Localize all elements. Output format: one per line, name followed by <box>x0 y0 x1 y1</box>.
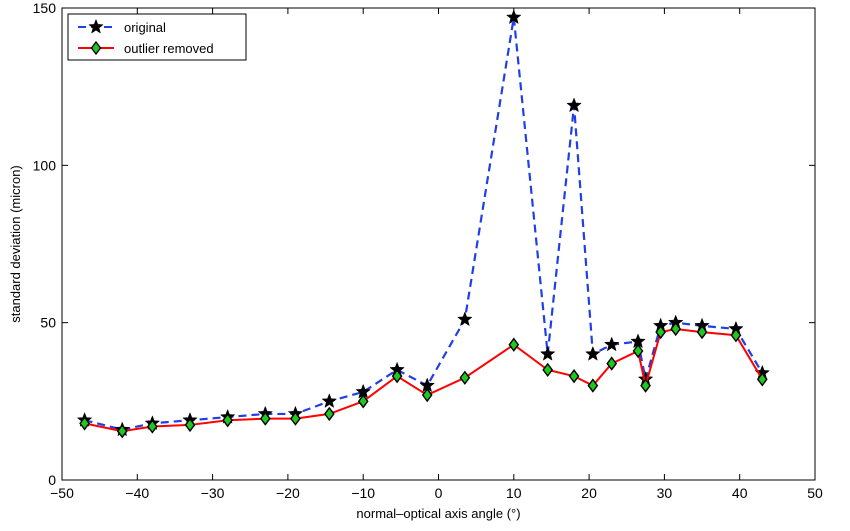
data-point <box>459 370 471 385</box>
data-point <box>457 311 473 327</box>
data-point <box>539 345 556 361</box>
legend-marker <box>88 18 104 34</box>
x-tick-label: 50 <box>807 485 823 501</box>
x-tick-label: −30 <box>201 485 225 501</box>
data-point <box>508 337 520 352</box>
x-tick-label: −20 <box>276 485 300 501</box>
data-point <box>323 406 335 422</box>
data-point <box>696 324 708 340</box>
x-tick-label: 10 <box>506 485 522 501</box>
data-point <box>585 345 601 361</box>
data-point <box>506 9 522 25</box>
x-axis-label: normal–optical axis angle (°) <box>356 506 520 521</box>
data-point <box>587 378 599 393</box>
data-point <box>421 387 433 403</box>
data-point <box>146 419 158 434</box>
plot-area <box>61 7 816 481</box>
x-tick-label: −50 <box>50 485 74 501</box>
data-point <box>184 417 196 433</box>
data-point <box>756 372 768 387</box>
x-tick-label: −40 <box>125 485 149 501</box>
data-point <box>566 97 582 113</box>
data-point <box>357 394 369 409</box>
data-point <box>321 393 338 408</box>
data-point <box>222 413 234 428</box>
data-point <box>606 356 618 371</box>
data-point <box>632 343 644 359</box>
legend-label: outlier removed <box>124 41 214 56</box>
x-tick-label: 30 <box>657 485 673 501</box>
y-tick-label: 0 <box>48 472 56 488</box>
axis-ticks: −50 −40 −30 −20 −10 0 10 20 30 40 50 0 50 100 150 <box>33 0 823 501</box>
data-point <box>79 416 90 431</box>
data-point <box>655 324 667 340</box>
data-point <box>730 328 742 343</box>
data-point <box>116 424 128 439</box>
data-point <box>568 368 580 384</box>
x-tick-label: 0 <box>435 485 443 501</box>
x-tick-label: 20 <box>581 485 597 501</box>
plot-frame <box>61 7 816 481</box>
legend-label: original <box>124 20 166 35</box>
data-point <box>259 411 271 426</box>
x-tick-label: −10 <box>351 485 375 501</box>
y-tick-label: 150 <box>33 0 57 16</box>
legend-marker <box>90 40 102 56</box>
data-point <box>391 368 403 384</box>
y-axis-label: standard deviation (micron) <box>8 165 23 323</box>
data-point <box>542 362 554 378</box>
data-point <box>640 378 651 393</box>
y-tick-label: 100 <box>33 157 57 173</box>
series-layer <box>76 9 771 439</box>
data-point <box>290 411 301 426</box>
data-point <box>603 336 620 352</box>
series-1 <box>79 321 768 439</box>
y-tick-label: 50 <box>40 315 56 331</box>
data-point <box>670 321 682 337</box>
legend: original outlier removed <box>67 13 247 61</box>
x-tick-label: 40 <box>732 485 748 501</box>
